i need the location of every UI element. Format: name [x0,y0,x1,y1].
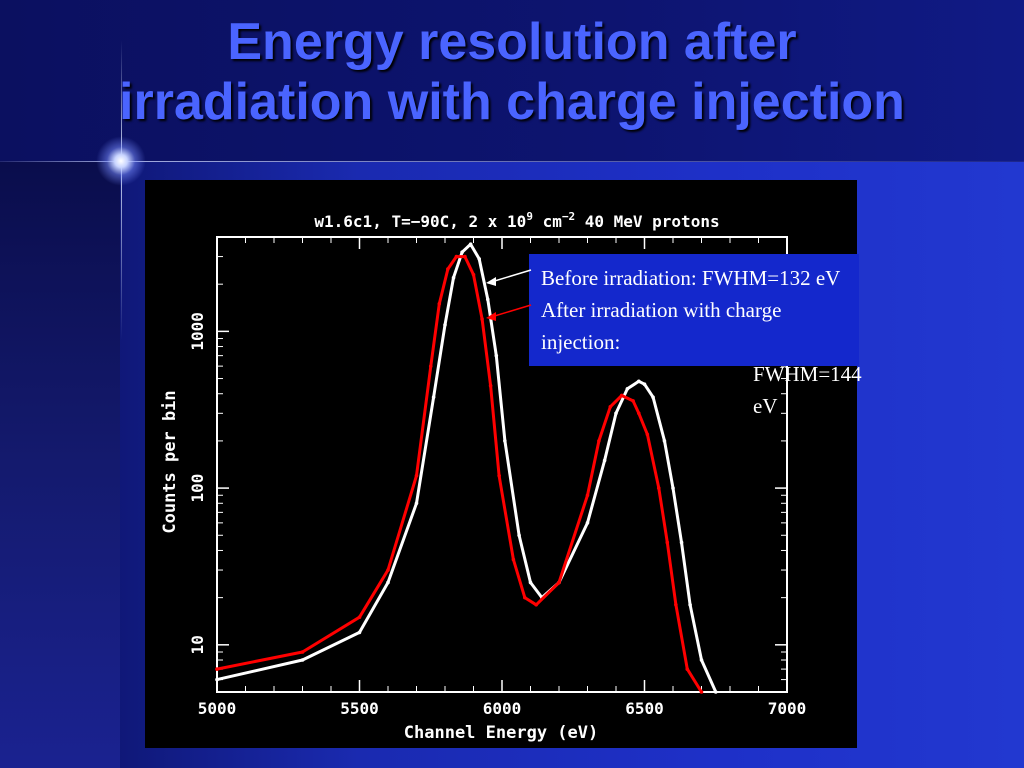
data-point-before [671,486,675,490]
data-point-before [625,387,630,391]
data-point-after [631,399,635,403]
data-point-before [662,439,667,443]
data-point-after [685,667,690,671]
left-band [0,162,120,768]
series-line-after [216,255,703,693]
data-point-after [497,473,501,478]
data-point-before [503,439,507,443]
data-point-before [494,353,499,358]
x-tick-label: 6000 [483,699,522,718]
title-band [0,0,1024,162]
y-tick-label: 10 [188,635,207,654]
data-point-before [386,580,390,585]
data-point-after [414,473,419,478]
data-point-after [215,667,219,671]
data-point-after [585,493,590,498]
data-point-before [637,379,641,384]
data-point-before [468,242,473,246]
data-point-after [488,383,493,388]
spectrum-chart: w1.6c1, T=−90C, 2 x 109 cm−2 40 MeV prot… [160,210,807,743]
legend-box: Before irradiation: FWHM=132 eV After ir… [529,254,862,418]
x-axis-label: Channel Energy (eV) [404,723,598,743]
data-point-after [357,615,362,620]
data-point-before [528,580,533,585]
data-point-after [300,650,305,654]
chart-title: w1.6c1, T=−90C, 2 x 109 cm−2 40 MeV prot… [314,210,719,231]
data-point-before [679,540,684,545]
y-tick-label: 100 [188,474,207,503]
data-point-before [357,630,362,635]
slide-title-line1: Energy resolution after [227,13,797,71]
data-point-before [215,677,219,682]
slide-title-line2: irradiation with charge injection [119,73,905,131]
y-tick-label: 1000 [188,312,207,351]
data-point-after [637,411,641,416]
decorative-horizontal-line [0,161,1024,162]
data-point-after [608,405,613,409]
data-point-before [651,395,655,400]
legend-after-text: After irradiation with charge injection: [541,298,782,354]
data-point-before [614,411,618,416]
data-point-before [517,533,521,538]
data-point-after [523,595,527,600]
lens-flare-icon [96,136,146,186]
y-axis-label: Counts per bin [160,390,180,533]
data-point-before [414,501,419,506]
data-point-before [300,658,305,662]
data-point-after [534,603,538,607]
x-tick-label: 7000 [768,699,807,718]
data-point-after [656,486,661,490]
data-point-after [674,603,678,607]
data-point-before [485,297,490,302]
data-point-after [597,439,601,443]
data-point-after [428,364,433,368]
slide-title: Energy resolution after irradiation with… [0,12,1024,132]
data-point-after [645,432,650,437]
data-point-before [443,323,447,327]
data-point-after [454,254,459,259]
x-tick-label: 6500 [625,699,664,718]
data-point-before [713,690,718,694]
legend-before-text: Before irradiation: FWHM=132 eV [541,266,841,290]
data-point-before [642,382,647,387]
decorative-vertical-line [121,40,122,340]
data-point-after [463,254,467,259]
data-point-before [477,257,482,261]
data-point-after [699,690,704,694]
data-point-before [585,521,590,525]
x-tick-label: 5500 [340,699,379,718]
legend-after-fwhm: FWHM=144 eV [753,362,862,418]
data-point-before [460,250,464,254]
data-point-after [557,580,561,585]
data-point-after [386,568,390,572]
data-point-before [602,458,607,463]
data-point-before [431,395,436,400]
data-point-before [699,658,704,662]
data-point-after [511,557,516,562]
data-point-after [446,267,450,271]
data-point-after [471,272,476,277]
x-tick-label: 5000 [198,699,237,718]
data-point-before [688,603,692,607]
data-point-after [665,540,670,545]
data-point-before [451,275,456,280]
data-point-after [480,317,484,321]
data-point-after [437,301,442,306]
data-point-after [619,393,624,398]
